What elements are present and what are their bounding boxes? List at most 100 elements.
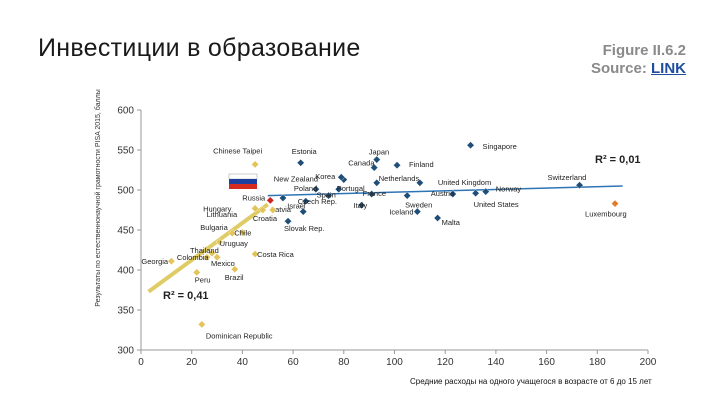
point-label-dominican-republic: Dominican Republic xyxy=(206,331,273,340)
point-label-france: France xyxy=(363,189,386,198)
point-label-netherlands: Netherlands xyxy=(379,174,420,183)
point-label-colombia: Colombia xyxy=(177,253,210,262)
point-label-czech-rep: Czech Rep. xyxy=(298,197,337,206)
data-point-chile xyxy=(238,228,247,237)
point-label-uruguay: Uruguay xyxy=(220,239,249,248)
data-point-russia xyxy=(266,196,275,205)
y-tick-label: 300 xyxy=(117,346,134,357)
point-label-finland: Finland xyxy=(409,160,434,169)
point-label-lithuania: Lithuania xyxy=(207,210,238,219)
data-point-chinese-taipei xyxy=(251,160,259,169)
figure-reference: Figure II.6.2 Source: LINK xyxy=(591,42,686,78)
point-label-japan: Japan xyxy=(369,148,389,157)
data-point-mexico xyxy=(213,253,221,262)
y-tick-label: 350 xyxy=(117,306,134,317)
source-link[interactable]: LINK xyxy=(651,60,686,77)
data-point-latvia xyxy=(279,194,287,202)
point-label-malta: Malta xyxy=(442,218,461,227)
point-label-switzerland: Switzerland xyxy=(548,173,587,182)
r2-left-label: R² = 0,41 xyxy=(163,290,209,302)
x-tick-label: 100 xyxy=(386,357,403,368)
x-tick-label: 120 xyxy=(437,357,454,368)
y-tick-label: 600 xyxy=(117,106,134,117)
y-tick-label: 450 xyxy=(117,226,134,237)
point-label-norway: Norway xyxy=(496,185,522,194)
point-label-singapore: Singapore xyxy=(483,142,517,151)
point-label-brazil: Brazil xyxy=(225,273,244,282)
point-label-new-zealand: New Zealand xyxy=(274,175,318,184)
point-label-georgia: Georgia xyxy=(141,257,169,266)
point-label-italy: Italy xyxy=(354,201,368,210)
data-point-thailand xyxy=(208,249,216,258)
trendline-low-spending xyxy=(147,202,269,294)
point-label-peru: Peru xyxy=(195,275,211,284)
data-point-hungary xyxy=(251,204,259,213)
data-point-czech-rep xyxy=(301,197,310,206)
point-label-austria: Austria xyxy=(431,189,455,198)
data-point-malta xyxy=(433,214,442,222)
data-point-spain xyxy=(324,191,333,200)
r2-right-label: R² = 0,01 xyxy=(595,154,641,166)
point-label-estonia: Estonia xyxy=(292,147,318,156)
data-point-poland xyxy=(312,185,320,194)
point-label-iceland: Iceland xyxy=(389,208,413,217)
point-label-russia: Russia xyxy=(242,193,266,202)
russia-flag-icon xyxy=(228,173,258,189)
point-label-luxembourg: Luxembourg xyxy=(585,210,627,219)
x-tick-label: 140 xyxy=(488,357,505,368)
point-label-poland: Poland xyxy=(294,184,317,193)
point-label-canada: Canada xyxy=(348,159,375,168)
data-point-norway xyxy=(481,187,490,196)
y-axis-label: Результаты по естественнонаучной грамотн… xyxy=(94,89,102,307)
point-label-slovak-rep: Slovak Rep. xyxy=(284,224,324,233)
point-label-portugal: Portugal xyxy=(337,184,365,193)
y-tick-label: 400 xyxy=(117,266,134,277)
data-point-costa-rica xyxy=(251,250,259,258)
data-point-lithuania xyxy=(258,206,267,214)
x-tick-label: 160 xyxy=(538,357,555,368)
point-label-mexico: Mexico xyxy=(211,259,235,268)
data-point-italy xyxy=(357,201,366,210)
point-label-costa-rica: Costa Rica xyxy=(257,250,295,259)
point-label-korea: Korea xyxy=(315,172,336,181)
x-tick-label: 0 xyxy=(138,357,144,368)
data-point-finland xyxy=(393,161,401,170)
data-point-bulgaria xyxy=(228,229,237,238)
data-point-iceland xyxy=(413,207,422,216)
data-point-portugal xyxy=(334,185,343,194)
data-point-singapore xyxy=(466,141,475,150)
point-label-united-kingdom: United Kingdom xyxy=(438,178,491,187)
point-label-croatia: Croatia xyxy=(253,214,278,223)
data-point-peru xyxy=(192,268,201,277)
data-point-france xyxy=(367,190,376,198)
y-tick-label: 550 xyxy=(117,146,134,157)
data-point-uruguay xyxy=(215,238,224,246)
point-label-chinese-taipei: Chinese Taipei xyxy=(213,146,262,155)
data-point-israel xyxy=(299,207,308,216)
x-tick-label: 20 xyxy=(186,357,198,368)
point-label-latvia: Latvia xyxy=(271,205,292,214)
x-tick-label: 60 xyxy=(288,357,300,368)
x-tick-label: 200 xyxy=(640,357,657,368)
data-point-switzerland xyxy=(575,181,584,190)
point-label-sweden: Sweden xyxy=(405,201,432,210)
data-point-korea xyxy=(337,173,346,182)
data-point-sweden xyxy=(403,191,412,200)
data-point-united-kingdom xyxy=(415,178,424,187)
point-label-bulgaria: Bulgaria xyxy=(200,223,228,232)
page-title: Инвестиции в образование xyxy=(38,34,361,62)
point-label-united-states: United States xyxy=(474,200,519,209)
data-point-japan xyxy=(372,155,381,164)
source-prefix: Source: xyxy=(590,60,647,77)
data-point-united-states xyxy=(471,189,480,198)
point-label-spain: Spain xyxy=(317,191,336,200)
x-tick-label: 80 xyxy=(338,357,350,368)
data-point-colombia xyxy=(203,253,211,262)
point-label-hungary: Hungary xyxy=(203,204,232,213)
data-point-canada xyxy=(370,163,379,172)
x-tick-label: 40 xyxy=(237,357,249,368)
point-label-thailand: Thailand xyxy=(190,246,219,255)
data-point-brazil xyxy=(230,265,239,274)
data-point-estonia xyxy=(296,158,305,167)
